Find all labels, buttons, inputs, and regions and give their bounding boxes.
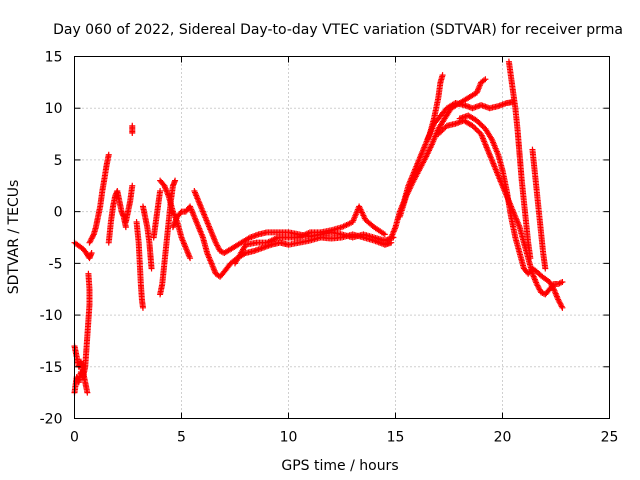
data-point-marker xyxy=(381,231,388,238)
x-tick-label: 20 xyxy=(494,430,512,446)
x-tick-label: 25 xyxy=(601,430,619,446)
y-tick-label: -20 xyxy=(40,412,63,428)
y-tick-label: -15 xyxy=(40,360,63,376)
y-tick-label: -5 xyxy=(49,256,63,272)
data-point-marker xyxy=(473,126,480,133)
data-point-marker xyxy=(476,120,483,127)
x-axis-ticks: 0 5 10 15 20 25 xyxy=(70,56,619,446)
data-point-marker xyxy=(84,389,91,396)
data-point-marker xyxy=(88,250,95,257)
data-point-marker xyxy=(85,270,92,277)
data-point-marker xyxy=(105,151,112,158)
plot-frame xyxy=(74,56,610,419)
data-point-marker xyxy=(557,279,564,286)
data-point-marker xyxy=(472,125,479,132)
x-tick-label: 5 xyxy=(177,430,186,446)
data-point-marker xyxy=(478,121,485,128)
data-point-marker xyxy=(172,177,179,184)
data-point-marker xyxy=(479,123,486,130)
y-tick-label: 0 xyxy=(54,205,63,221)
data-point-marker xyxy=(556,280,563,287)
data-point-marker xyxy=(129,130,136,137)
y-tick-label: 10 xyxy=(45,101,63,117)
data-point-marker xyxy=(90,232,97,239)
data-point-marker xyxy=(558,303,565,310)
y-axis-ticks: -20 -15 -10 -5 0 5 10 15 xyxy=(40,50,610,428)
data-point-marker xyxy=(187,255,194,262)
data-point-marker xyxy=(559,278,566,285)
data-point-marker xyxy=(129,182,136,189)
data-point-marker xyxy=(139,304,146,311)
data-point-marker xyxy=(475,128,482,135)
x-axis-label: GPS time / hours xyxy=(281,458,398,474)
data-point-marker xyxy=(157,187,164,194)
x-tick-label: 15 xyxy=(387,430,405,446)
data-point-marker xyxy=(559,304,566,311)
data-point-marker xyxy=(122,224,129,231)
y-tick-label: 15 xyxy=(45,50,63,66)
data-point-marker xyxy=(388,239,395,246)
data-point-marker xyxy=(148,265,155,272)
y-axis-label: SDTVAR / TECUs xyxy=(6,180,22,295)
data-point-marker xyxy=(542,265,549,272)
x-tick-label: 10 xyxy=(280,430,298,446)
y-tick-label: 5 xyxy=(54,153,63,169)
data-point-marker xyxy=(439,72,446,79)
chart-title: Day 060 of 2022, Sidereal Day-to-day VTE… xyxy=(53,22,623,38)
x-tick-label: 0 xyxy=(70,430,79,446)
y-tick-label: -10 xyxy=(40,308,63,324)
data-point-marker xyxy=(527,255,534,262)
data-point-marker xyxy=(482,76,489,83)
data-markers xyxy=(71,58,566,396)
